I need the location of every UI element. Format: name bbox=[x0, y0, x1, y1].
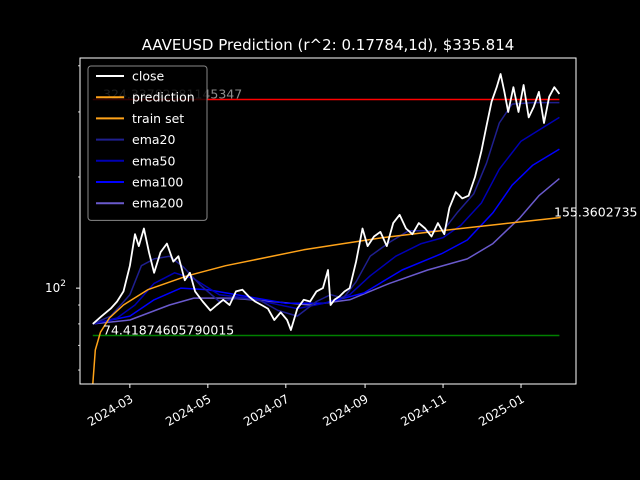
legend-label-prediction: prediction bbox=[132, 90, 195, 105]
series-line-close bbox=[92, 73, 561, 331]
legend-label-ema100: ema100 bbox=[132, 175, 183, 190]
series-line-ema200 bbox=[92, 178, 560, 325]
legend-label-ema20: ema20 bbox=[132, 132, 175, 147]
series-line-prediction bbox=[92, 216, 561, 384]
chart-title: AAVEUSD Prediction (r^2: 0.17784,1d), $3… bbox=[142, 36, 515, 54]
legend-label-ema200: ema200 bbox=[132, 196, 183, 211]
forecast-end-label: 155.3602735 bbox=[554, 204, 638, 219]
axes-frame bbox=[79, 57, 577, 385]
legend: close prediction train set ema20 ema50 ema100… bbox=[87, 65, 208, 221]
legend-label-ema50: ema50 bbox=[132, 153, 175, 168]
series-line-ema50 bbox=[92, 116, 560, 325]
legend-label-close: close bbox=[132, 69, 165, 84]
lower-level-label: 74.41874605790015 bbox=[103, 323, 234, 338]
legend-label-train-set: train set bbox=[132, 111, 184, 126]
